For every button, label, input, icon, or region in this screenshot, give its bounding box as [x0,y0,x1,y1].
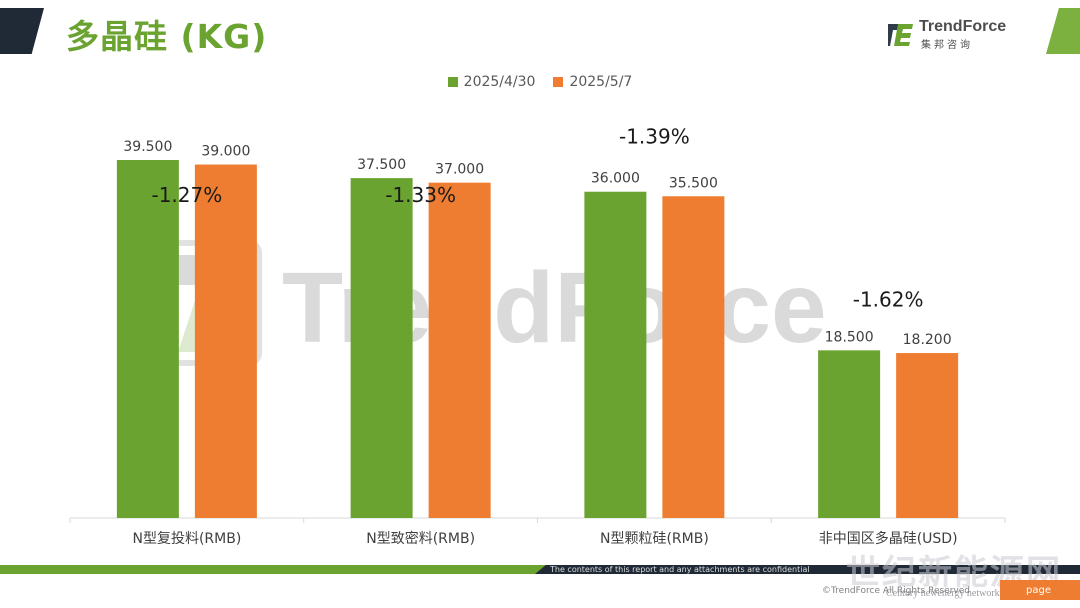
data-label: 18.200 [903,332,952,348]
bar-2-1 [194,164,257,518]
legend-label-series-2: 2025/5/7 [569,74,633,90]
bar-1-4 [818,350,881,518]
footer-confidential-note: The contents of this report and any atta… [550,565,810,574]
legend-swatch-series-1 [447,77,458,87]
change-annotation: -1.62% [853,287,924,311]
change-annotation: -1.33% [385,183,456,207]
change-annotation: -1.39% [619,125,690,149]
bar-1-1 [116,160,179,518]
data-label: 37.000 [435,162,484,178]
category-label: 非中国区多晶硅(USD) [819,530,958,547]
page-label: page [1026,584,1051,596]
category-label: N型复投料(RMB) [132,530,241,547]
bar-1-3 [584,191,647,519]
legend-item-series-1: 2025/4/30 [447,74,536,90]
category-label: N型致密料(RMB) [366,530,475,547]
bar-2-4 [896,353,959,518]
page-tag: page [1000,580,1080,600]
brand-subtitle: 集邦咨询 [921,40,973,51]
legend-swatch-series-2 [553,77,564,87]
data-label: 35.500 [669,175,718,191]
category-label: N型颗粒硅(RMB) [600,531,709,547]
page-title: 多晶硅 (KG) [66,17,268,56]
trendforce-logo-icon [886,20,914,48]
bar-2-2 [428,182,491,518]
data-label: 36.000 [591,171,640,187]
data-label: 39.000 [201,144,250,160]
data-label: 37.500 [357,157,406,173]
legend-label-series-1: 2025/4/30 [463,74,536,90]
footer-bar [0,565,1080,574]
change-annotation: -1.27% [151,183,222,207]
bar-2-3 [662,196,725,518]
bar-1-2 [350,178,413,518]
chart-legend: 2025/4/30 2025/5/7 [0,74,1080,90]
legend-item-series-2: 2025/5/7 [553,74,632,90]
footer-dark-band [535,565,1080,574]
site-watermark-subtitle: Century newenergy network [886,588,1000,599]
copyright-text: ©TrendForce All Rights Reserved [822,586,970,596]
data-label: 18.500 [825,329,874,345]
brand-name: TrendForce [919,18,1007,35]
data-label: 39.500 [123,139,172,155]
